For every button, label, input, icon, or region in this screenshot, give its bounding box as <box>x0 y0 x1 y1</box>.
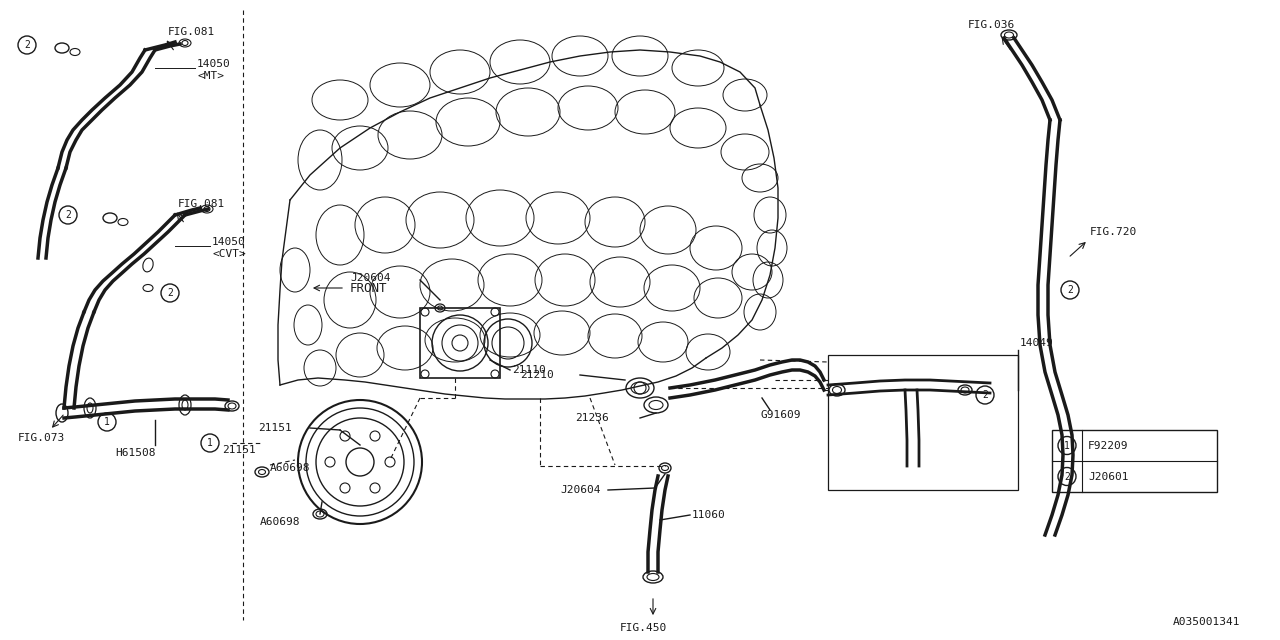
Text: FIG.073: FIG.073 <box>18 433 65 443</box>
Text: 1: 1 <box>104 417 110 427</box>
Text: 2: 2 <box>982 390 988 400</box>
Text: 2: 2 <box>65 210 70 220</box>
Text: FIG.720: FIG.720 <box>1091 227 1137 237</box>
Text: FIG.036: FIG.036 <box>968 20 1015 30</box>
Text: G91609: G91609 <box>760 410 800 420</box>
Text: 21210: 21210 <box>520 370 554 380</box>
Text: 14050: 14050 <box>212 237 246 247</box>
Text: A035001341: A035001341 <box>1172 617 1240 627</box>
Text: 21151: 21151 <box>259 423 292 433</box>
Text: FIG.081: FIG.081 <box>168 27 215 37</box>
Text: J20604: J20604 <box>561 485 600 495</box>
Text: 2: 2 <box>24 40 29 50</box>
Text: FIG.450: FIG.450 <box>620 623 667 633</box>
Text: J20604: J20604 <box>349 273 390 283</box>
Text: 11060: 11060 <box>692 510 726 520</box>
Text: F92209: F92209 <box>1088 440 1129 451</box>
Text: 21236: 21236 <box>575 413 609 423</box>
Text: 14049: 14049 <box>1020 338 1053 348</box>
Text: FRONT: FRONT <box>349 282 388 294</box>
Text: 14050: 14050 <box>197 59 230 69</box>
Text: J20601: J20601 <box>1088 472 1129 481</box>
Text: 2: 2 <box>1068 285 1073 295</box>
Text: A60698: A60698 <box>260 517 301 527</box>
Text: 21110: 21110 <box>512 365 545 375</box>
Text: A60698: A60698 <box>270 463 311 473</box>
Text: H61508: H61508 <box>115 448 155 458</box>
Bar <box>1052 430 1217 492</box>
Bar <box>420 308 500 378</box>
Text: 1: 1 <box>1064 440 1070 451</box>
Bar <box>828 355 1018 490</box>
Text: 21151: 21151 <box>221 445 256 455</box>
Text: 1: 1 <box>207 438 212 448</box>
Text: 2: 2 <box>168 288 173 298</box>
Text: <CVT>: <CVT> <box>212 249 246 259</box>
Text: <MT>: <MT> <box>197 71 224 81</box>
Text: 2: 2 <box>1064 472 1070 481</box>
Text: FIG.081: FIG.081 <box>178 199 225 209</box>
